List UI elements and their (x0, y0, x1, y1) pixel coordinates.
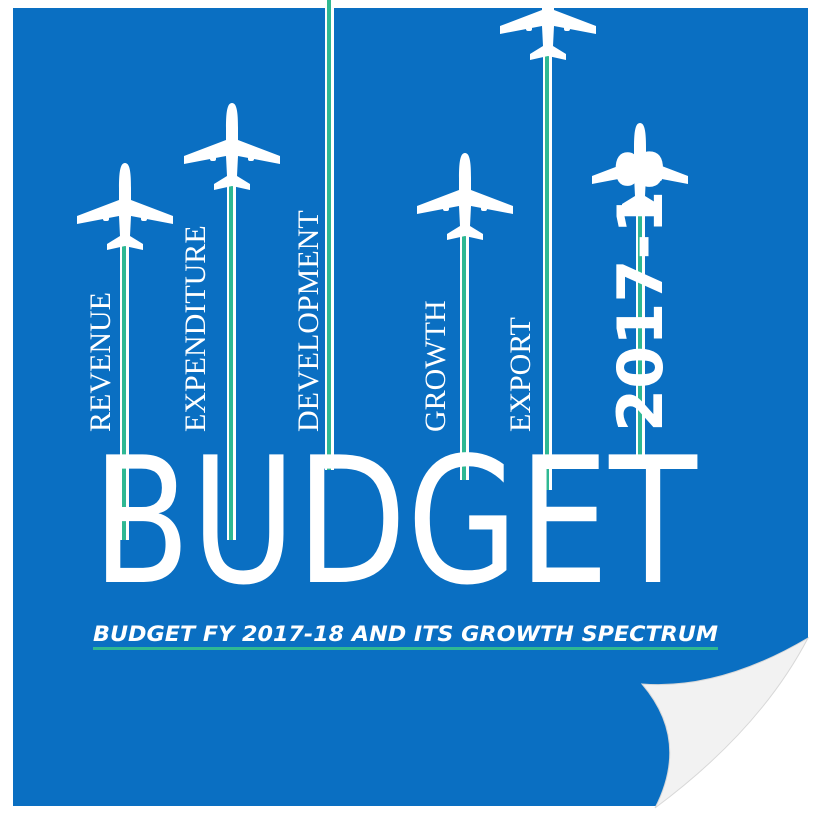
word: EXPORT (504, 317, 537, 432)
word: GROWTH (419, 300, 452, 432)
background (13, 8, 808, 806)
word: DEVELOPMENT (292, 210, 325, 432)
word: REVENUE (84, 292, 117, 432)
headline: BUDGET (92, 421, 698, 624)
page-curl (640, 636, 810, 809)
word: EXPENDITURE (179, 225, 212, 432)
contrails (120, 0, 645, 540)
underline (93, 647, 718, 650)
subtitle: BUDGET FY 2017-18 AND ITS GROWTH SPECTRU… (93, 622, 718, 646)
year: 2017-18 (604, 147, 677, 432)
